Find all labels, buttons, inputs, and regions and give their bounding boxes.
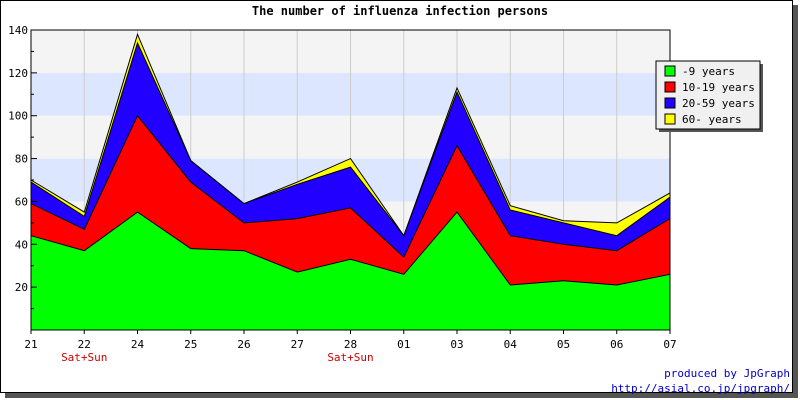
x-weekend-label: Sat+Sun xyxy=(327,351,373,364)
x-tick-label: 05 xyxy=(557,338,570,351)
legend-swatch-2 xyxy=(664,81,676,93)
series-line-3 xyxy=(30,41,671,237)
y-tick-label: 60 xyxy=(15,195,28,208)
legend-label-1: -9 years xyxy=(682,65,735,78)
y-tick-label: 40 xyxy=(15,238,28,251)
credit-line-2: http://asial.co.jp/jpgraph/ xyxy=(611,382,790,395)
legend-swatch-1 xyxy=(664,65,676,77)
x-tick-label: 21 xyxy=(24,338,37,351)
series-line-1 xyxy=(30,211,671,286)
area-series-1 xyxy=(31,212,670,330)
x-tick-label: 25 xyxy=(184,338,197,351)
chart-title: The number of influenza infection person… xyxy=(251,4,549,18)
x-tick-label: 27 xyxy=(291,338,304,351)
y-tick-label: 80 xyxy=(15,153,28,166)
legend-label-4: 60- years xyxy=(682,113,742,126)
credit: produced by JpGraph http://asial.co.jp/j… xyxy=(611,366,790,396)
credit-line-1: produced by JpGraph xyxy=(664,367,790,380)
legend-swatch-4 xyxy=(664,113,676,125)
series-line-2 xyxy=(30,114,671,258)
x-tick-label: 04 xyxy=(504,338,518,351)
area-series-3 xyxy=(31,42,670,258)
x-tick-label: 28 xyxy=(344,338,357,351)
x-tick-label: 26 xyxy=(237,338,250,351)
legend-label-2: 10-19 years xyxy=(682,81,755,94)
x-tick-label: 07 xyxy=(663,338,676,351)
x-tick-label: 22 xyxy=(78,338,91,351)
x-tick-label: 03 xyxy=(450,338,463,351)
y-tick-label: 20 xyxy=(15,281,28,294)
y-tick-label: 100 xyxy=(8,110,28,123)
x-weekend-label: Sat+Sun xyxy=(61,351,107,364)
legend-label-3: 20-59 years xyxy=(682,97,755,110)
x-tick-label: 06 xyxy=(610,338,623,351)
series-line-4 xyxy=(30,32,671,237)
x-tick-label: 01 xyxy=(397,338,410,351)
y-tick-label: 140 xyxy=(8,24,28,37)
x-tick-label: 24 xyxy=(131,338,145,351)
y-tick-label: 120 xyxy=(8,67,28,80)
area-series-2 xyxy=(31,115,670,285)
legend-swatch-3 xyxy=(664,97,676,109)
